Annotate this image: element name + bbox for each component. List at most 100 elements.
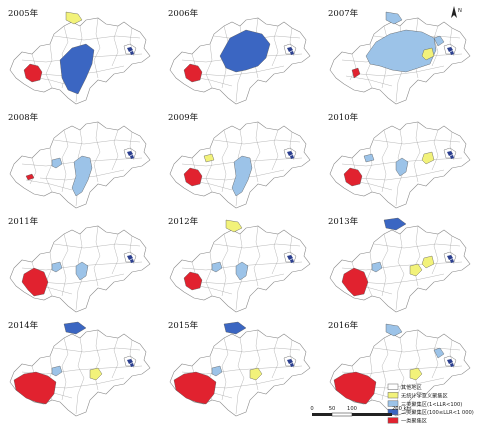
county-boundary: [53, 347, 141, 353]
north-arrow-icon: [451, 6, 457, 18]
cluster-center: [231, 155, 253, 197]
cluster-center: [89, 367, 103, 381]
legend: 其他地区无统计学意义聚集区三类聚集区(1<LLR<100)二类聚集区(100≤L…: [387, 383, 474, 425]
cluster-north: [225, 219, 243, 233]
cluster-north: [223, 321, 247, 335]
cluster-west-secondary: [51, 157, 63, 169]
urban-district-outline: [283, 43, 297, 55]
county-boundary: [53, 35, 141, 41]
cluster-north: [65, 11, 83, 25]
county-boundary: [213, 347, 301, 353]
urban-core-marker: [130, 155, 134, 159]
county-boundary: [93, 17, 101, 79]
panel-year-label: 2016年: [328, 320, 359, 331]
urban-district-outline: [443, 43, 457, 55]
county-boundary: [431, 337, 439, 379]
panel-year-label: 2014年: [8, 320, 39, 331]
map-panel: 2012年: [168, 216, 311, 313]
urban-core-marker: [130, 51, 134, 55]
urban-core-marker: [290, 363, 294, 367]
county-boundary: [199, 65, 285, 77]
county-boundary: [365, 251, 373, 297]
cluster-northeast: [433, 347, 445, 359]
urban-district-outline: [443, 355, 457, 367]
county-boundary: [53, 243, 141, 249]
cluster-west-secondary: [51, 261, 63, 273]
county-boundary: [111, 25, 119, 67]
cluster-west-secondary: [51, 365, 63, 377]
cluster-west: [343, 167, 363, 187]
cluster-west-secondary: [211, 261, 223, 273]
county-boundary: [349, 53, 357, 81]
panel-year-label: 2015年: [168, 320, 199, 331]
cluster-west: [23, 63, 43, 83]
county-boundary: [395, 233, 405, 311]
cluster-west: [183, 63, 203, 83]
county-boundary: [431, 233, 439, 275]
urban-core-marker: [450, 259, 454, 263]
scale-segment: [331, 412, 353, 417]
county-boundary: [431, 25, 439, 67]
urban-district-outline: [123, 147, 137, 159]
scale-bar: 0 50 100 200 km: [310, 406, 412, 417]
urban-core-marker: [447, 359, 453, 364]
map-panel: 2016年: [328, 320, 471, 417]
cluster-west: [173, 371, 217, 405]
north-arrow: N: [451, 6, 462, 18]
scale-tick-label: 100: [347, 406, 357, 412]
legend-label: 其他地区: [401, 383, 422, 391]
county-boundary: [111, 233, 119, 275]
urban-core-marker: [127, 47, 133, 52]
cluster-center: [249, 367, 263, 381]
cluster-center: [235, 261, 249, 281]
cluster-west-secondary: [371, 261, 383, 273]
cluster-west: [183, 271, 203, 291]
map-panel: 2009年: [168, 112, 311, 209]
cluster-center: [219, 29, 271, 73]
urban-district-outline: [283, 251, 297, 263]
panel-year-label: 2009年: [168, 112, 199, 123]
scale-tick-label: 0: [310, 406, 313, 412]
county-boundary: [93, 225, 101, 287]
cluster-west: [25, 173, 35, 181]
county-boundary: [271, 129, 279, 171]
scale-segment: [312, 413, 332, 416]
cluster-west-secondary: [211, 365, 223, 377]
legend-label: 一类聚集区: [401, 417, 427, 425]
cluster-center: [75, 261, 89, 281]
county-boundary: [341, 261, 463, 271]
county-boundary: [413, 121, 421, 183]
cluster-center: [59, 43, 95, 95]
panel-year-label: 2012年: [168, 216, 199, 227]
county-boundary: [45, 43, 53, 89]
county-boundary: [271, 337, 279, 379]
urban-district-outline: [123, 251, 137, 263]
cluster-west: [21, 267, 49, 297]
panel-year-label: 2006年: [168, 8, 199, 19]
cluster-north: [383, 217, 407, 231]
county-boundary: [359, 65, 445, 77]
urban-district-outline: [443, 147, 457, 159]
region-outline: [329, 225, 471, 313]
map-panel: 2006年: [168, 8, 311, 105]
scale-tick-label: 50: [329, 406, 336, 412]
legend-label: 二类聚集区(100≤LLR<1 000): [401, 408, 474, 416]
county-boundary: [205, 251, 213, 297]
urban-district-outline: [123, 43, 137, 55]
county-boundary: [373, 347, 461, 353]
panel-year-label: 2011年: [8, 216, 39, 227]
county-boundary: [359, 273, 445, 285]
legend-swatch: [387, 417, 399, 424]
urban-core-marker: [447, 47, 453, 52]
cluster-northwest: [203, 153, 215, 163]
urban-core-marker: [127, 359, 133, 364]
cluster-west: [183, 167, 203, 187]
scale-tick-label: 200 km: [392, 406, 412, 412]
cluster-west: [351, 67, 361, 79]
county-boundary: [235, 337, 245, 415]
cluster-north: [63, 321, 87, 335]
legend-label: 三类聚集区(1<LLR<100): [401, 400, 462, 408]
county-boundary: [253, 121, 261, 183]
map-panel: 2011年: [8, 216, 151, 313]
urban-core-marker: [287, 255, 293, 260]
